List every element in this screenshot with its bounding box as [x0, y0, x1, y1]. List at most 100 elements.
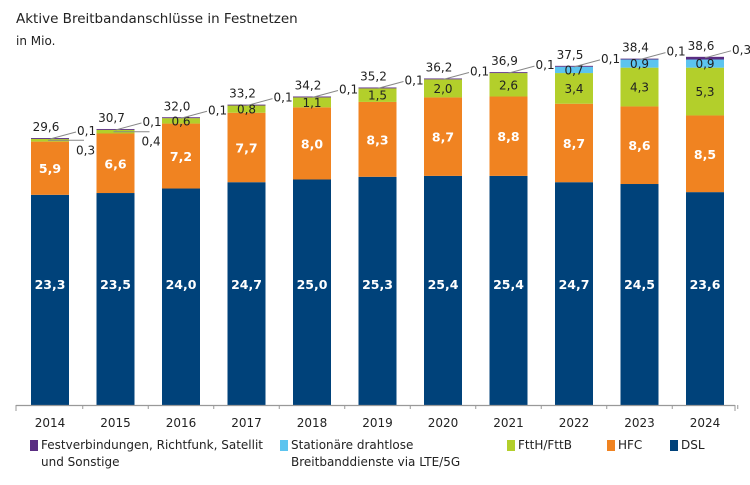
leader-line: [246, 98, 273, 107]
bar-segment-dsl: [358, 176, 397, 405]
bar-segment-dsl: [686, 192, 724, 405]
leader-line: [442, 71, 470, 80]
x-tick-label: 2017: [231, 416, 262, 430]
data-label-festverbindungen: 0,1: [667, 45, 686, 59]
legend-swatch: [507, 440, 515, 451]
data-label-ftth: 0,3: [76, 143, 95, 157]
data-label-ftth: 1,1: [302, 96, 321, 110]
data-label-ftth: 5,3: [695, 85, 714, 99]
data-label-ftth: 0,8: [237, 103, 256, 117]
data-label-festverbindungen: 0,1: [470, 64, 489, 78]
bar-segment-dsl: [424, 175, 462, 405]
bar-segment-festverbindungen: [489, 72, 528, 74]
legend-swatch: [607, 440, 615, 451]
bar-segment-dsl: [489, 175, 528, 405]
bar-segment-dsl: [96, 193, 135, 405]
data-label-ftth: 2,0: [433, 82, 452, 96]
data-label-festverbindungen: 0,1: [536, 58, 555, 72]
bar-segment-ftthfttb: [358, 88, 397, 102]
bar-segment-ftthfttb: [162, 118, 200, 124]
bar-segment-hfc: [227, 112, 266, 183]
bar-segment-ftthfttb: [227, 105, 266, 113]
x-tick-label: 2020: [428, 416, 459, 430]
x-tick-label: 2023: [624, 416, 655, 430]
bar-segment-festverbindungen: [227, 104, 266, 106]
bar-segment-hfc: [162, 123, 200, 189]
data-label-hfc: 8,8: [497, 129, 519, 144]
x-tick-label: 2015: [100, 416, 131, 430]
data-label-festverbindungen: 0,1: [339, 83, 358, 97]
x-tick-label: 2024: [690, 416, 721, 430]
leader-line: [115, 122, 142, 131]
data-label-dsl: 23,3: [35, 277, 66, 292]
leader-line: [508, 65, 535, 74]
data-label-ftth: 0,6: [171, 114, 190, 128]
leader-line: [49, 131, 77, 140]
data-label-festverbindungen: 0,1: [601, 52, 620, 66]
bar-segment-festverbindungen: [620, 58, 659, 60]
bar-segment-festverbindungen: [686, 56, 724, 60]
bar-segment-festverbindungen: [424, 78, 462, 80]
total-label: 33,2: [229, 87, 256, 101]
chart-title: Aktive Breitbandanschlüsse in Festnetzen: [16, 11, 298, 27]
bar-segment-ftthfttb: [686, 67, 724, 116]
bar-segment-festverbindungen: [293, 96, 331, 98]
bar-segment-hfc: [489, 96, 528, 176]
data-label-festverbindungen: 0,1: [143, 115, 162, 129]
total-label: 36,9: [491, 54, 518, 68]
x-tick-label: 2021: [493, 416, 524, 430]
x-tick-label: 2019: [362, 416, 393, 430]
total-label: 37,5: [557, 48, 584, 62]
leader-line: [311, 90, 339, 98]
data-label-lte: 0,9: [695, 57, 714, 71]
total-label: 29,6: [33, 120, 60, 134]
data-label-lte: 0,7: [564, 63, 583, 77]
data-label-dsl: 23,6: [690, 277, 721, 292]
data-label-dsl: 24,7: [231, 277, 262, 292]
legend-label: Festverbindungen, Richtfunk, Satellit: [41, 438, 263, 452]
data-label-ftth: 1,5: [368, 89, 387, 103]
legend-swatch: [670, 440, 678, 451]
total-label: 34,2: [295, 79, 322, 93]
data-label-ftth: 0,4: [142, 135, 161, 149]
bar-segment-festverbindungen: [162, 117, 200, 119]
total-label: 36,2: [426, 60, 453, 74]
bar-segment-festverbindungen: [96, 128, 135, 130]
data-label-hfc: 5,9: [39, 161, 61, 176]
leader-line: [704, 50, 732, 59]
bar-segment-hfc: [686, 115, 724, 193]
data-label-hfc: 6,6: [104, 156, 126, 171]
data-label-lte: 0,9: [630, 57, 649, 71]
leader-line: [573, 59, 601, 68]
data-label-festverbindungen: 0,1: [405, 73, 424, 87]
data-label-dsl: 24,5: [624, 277, 655, 292]
data-label-hfc: 8,7: [432, 130, 454, 145]
data-label-dsl: 24,7: [559, 277, 590, 292]
bar-segment-ftthfttb: [555, 73, 593, 104]
data-label-hfc: 8,6: [628, 138, 650, 153]
data-label-festverbindungen: 0,1: [77, 124, 96, 138]
data-label-hfc: 8,3: [366, 132, 388, 147]
bar-segment-dsl: [555, 182, 593, 405]
total-label: 30,7: [98, 111, 125, 125]
data-label-hfc: 8,7: [563, 136, 585, 151]
data-label-ftth: 4,3: [630, 81, 649, 95]
x-tick-label: 2014: [35, 416, 66, 430]
legend-label: Stationäre drahtlose: [291, 438, 414, 452]
total-label: 38,4: [622, 41, 649, 55]
legend-item-dsl: DSL: [670, 437, 705, 454]
bar-segment-ftthfttb: [489, 73, 528, 97]
bar-segment-festverbindungen: [358, 87, 397, 89]
bar-segment-stationre: [686, 59, 724, 68]
bar-segment-dsl: [620, 184, 659, 405]
data-label-hfc: 7,2: [170, 149, 192, 164]
data-label-hfc: 7,7: [235, 140, 257, 155]
bar-segment-hfc: [31, 141, 69, 195]
bar-segment-hfc: [620, 106, 659, 185]
legend-label: FttH/FttB: [518, 438, 572, 452]
bar-segment-hfc: [424, 97, 462, 176]
bar-segment-stationre: [620, 59, 659, 68]
bar-segment-dsl: [293, 179, 331, 405]
bar-segment-hfc: [555, 103, 593, 183]
